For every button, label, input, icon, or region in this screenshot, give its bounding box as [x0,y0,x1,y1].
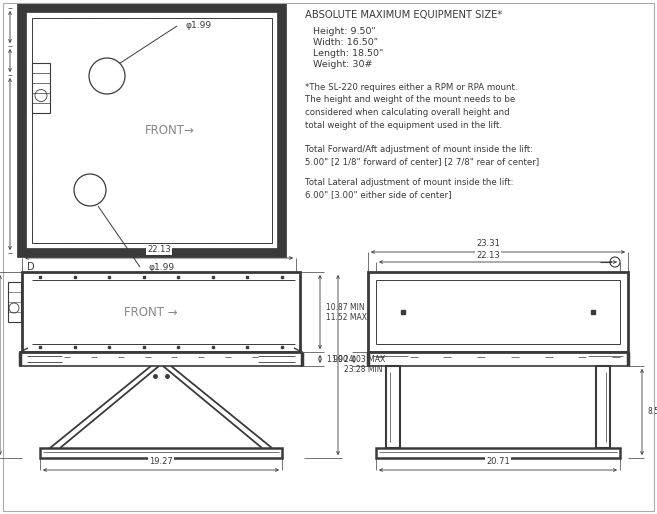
Text: Length: 18.50": Length: 18.50" [313,49,383,58]
Text: 23.31: 23.31 [476,240,500,248]
Text: Height: 9.50": Height: 9.50" [313,27,376,36]
Text: 11.52 MAX: 11.52 MAX [326,313,367,321]
Text: 19.27: 19.27 [149,457,173,467]
Bar [40,448,282,458]
Text: 4.19: 4.19 [0,18,3,36]
Bar [32,18,272,243]
Text: 13.75: 13.75 [0,152,3,176]
Text: 10.87 MIN: 10.87 MIN [326,303,365,311]
Text: 23.28 MIN: 23.28 MIN [344,365,382,375]
Bar [376,448,620,458]
Bar [22,272,300,352]
Text: 1.90: 1.90 [326,355,343,363]
Text: 24.03 MAX: 24.03 MAX [344,356,385,364]
Bar [368,272,628,352]
Bar [596,366,610,448]
Text: Width: 16.50": Width: 16.50" [313,38,378,47]
Text: FRONT→: FRONT→ [145,124,195,137]
Text: D: D [27,262,35,272]
Text: 8.50: 8.50 [648,408,657,416]
Text: ABSOLUTE MAXIMUM EQUIPMENT SIZE*: ABSOLUTE MAXIMUM EQUIPMENT SIZE* [305,10,503,20]
Bar [386,366,400,448]
Text: 22.13: 22.13 [476,251,500,261]
Text: Total Forward/Aft adjustment of mount inside the lift:
5.00" [2 1/8" forward of : Total Forward/Aft adjustment of mount in… [305,145,539,167]
Text: 3.19: 3.19 [0,51,3,70]
Bar [20,352,302,366]
Bar [22,8,282,253]
Text: Total Lateral adjustment of mount inside the lift:
6.00" [3.00" either side of c: Total Lateral adjustment of mount inside… [305,178,514,199]
Text: φ1.99: φ1.99 [149,263,175,271]
Text: 22.13: 22.13 [147,246,171,254]
Bar [32,63,50,113]
Text: Weight: 30#: Weight: 30# [313,60,373,69]
Text: 1.90: 1.90 [331,355,348,363]
Text: *The SL-220 requires either a RPM or RPA mount.
The height and weight of the mou: *The SL-220 requires either a RPM or RPA… [305,83,518,130]
Bar [8,282,21,322]
Text: 20.71: 20.71 [486,457,510,467]
Text: φ1.99: φ1.99 [186,22,212,30]
Text: FRONT →: FRONT → [124,305,178,319]
Bar [368,352,628,366]
